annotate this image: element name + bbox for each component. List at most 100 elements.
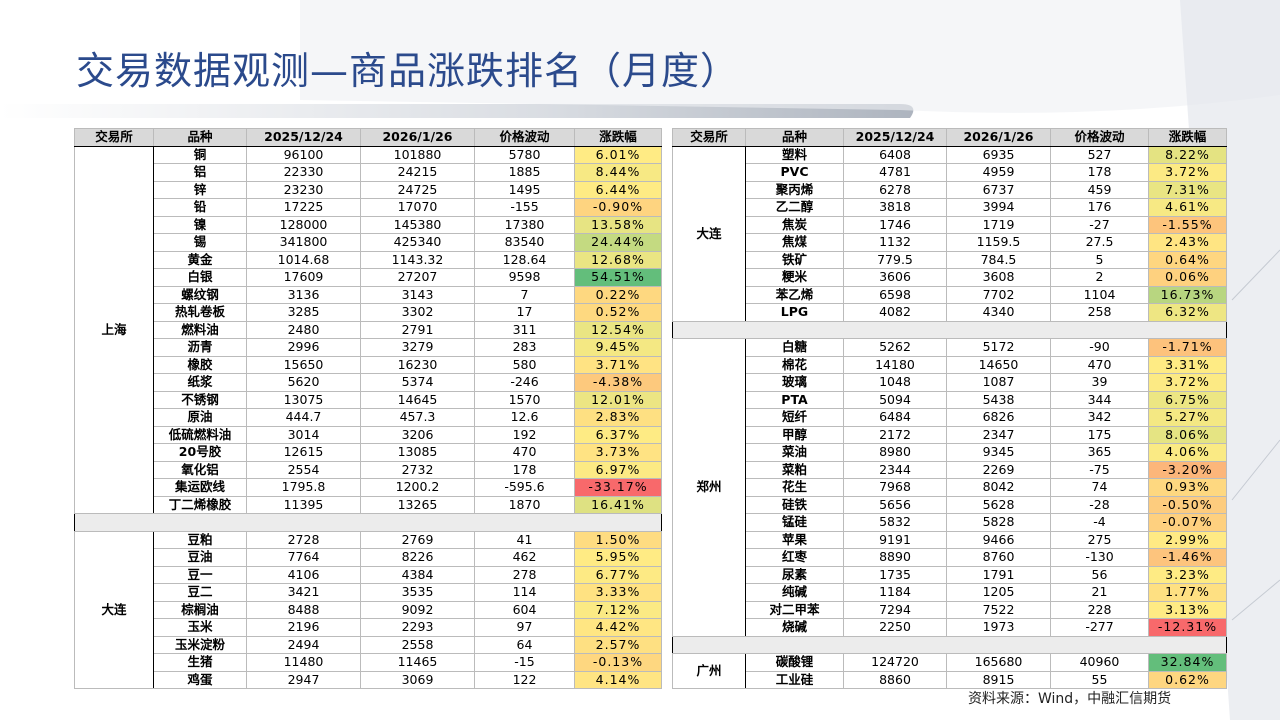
variety: 玻璃 — [745, 373, 844, 392]
data-row: 低硫燃料油 3014 3206 192 6.37% — [75, 425, 662, 444]
cell: 6737 — [946, 180, 1051, 199]
column-header: 品种 — [153, 128, 247, 147]
cell: 3302 — [360, 303, 475, 322]
exchange: 大连 — [672, 145, 746, 322]
data-row: 棉花 14180 14650 470 3.31% — [673, 355, 1227, 374]
cell: 462 — [474, 548, 575, 567]
column-header: 交易所 — [672, 128, 746, 147]
data-row: 郑州 白糖 5262 5172 -90 -1.71% — [672, 338, 1227, 637]
change-pct: -33.17% — [574, 478, 662, 497]
variety: 铅 — [153, 198, 247, 217]
variety: 锰硅 — [745, 513, 844, 532]
cell: 1719 — [946, 215, 1051, 234]
cell: -595.6 — [474, 478, 575, 497]
separator-row — [74, 513, 662, 532]
cell: 2947 — [246, 670, 361, 689]
cell: 101880 — [360, 145, 475, 164]
cell: 1048 — [843, 373, 947, 392]
cell: 9092 — [360, 600, 475, 619]
data-row: 集运欧线 1795.8 1200.2 -595.6 -33.17% — [75, 478, 662, 497]
cell: 6278 — [843, 180, 947, 199]
cell: 2554 — [246, 460, 361, 479]
cell: 11395 — [246, 495, 361, 514]
variety: 集运欧线 — [153, 478, 247, 497]
cell: 176 — [1050, 198, 1149, 217]
cell: 128.64 — [474, 250, 575, 269]
cell: 175 — [1050, 425, 1149, 444]
column-header: 价格波动 — [474, 128, 575, 147]
cell: 779.5 — [843, 250, 947, 269]
cell: 9191 — [843, 530, 947, 549]
data-row: 原油 444.7 457.3 12.6 2.83% — [75, 408, 662, 427]
cell: 2480 — [246, 320, 361, 339]
cell: 6598 — [843, 285, 947, 304]
cell: 13085 — [360, 443, 475, 462]
change-pct: 4.42% — [574, 618, 662, 637]
change-pct: 4.06% — [1148, 443, 1227, 462]
cell: -75 — [1050, 460, 1149, 479]
variety: 氧化铝 — [153, 460, 247, 479]
cell: 27207 — [360, 268, 475, 287]
change-pct: 3.33% — [574, 583, 662, 602]
variety: PVC — [745, 163, 844, 182]
cell: 24215 — [360, 163, 475, 182]
cell: 275 — [1050, 530, 1149, 549]
cell: 39 — [1050, 373, 1149, 392]
variety: 对二甲苯 — [745, 600, 844, 619]
cell: 17225 — [246, 198, 361, 217]
cell: 6484 — [843, 408, 947, 427]
cell: 83540 — [474, 233, 575, 252]
data-row: 广州 碳酸锂 124720 165680 40960 32.84% — [672, 653, 1227, 689]
cell: 9598 — [474, 268, 575, 287]
exchange: 上海 — [74, 145, 154, 514]
variety: 生猪 — [153, 653, 247, 672]
data-row: 苹果 9191 9466 275 2.99% — [673, 530, 1227, 549]
change-pct: 0.64% — [1148, 250, 1227, 269]
cell: 17380 — [474, 215, 575, 234]
cell: 3069 — [360, 670, 475, 689]
cell: -27 — [1050, 215, 1149, 234]
variety: 玉米 — [153, 618, 247, 637]
variety: 红枣 — [745, 548, 844, 567]
variety: 燃料油 — [153, 320, 247, 339]
cell: -246 — [474, 373, 575, 392]
data-row: 工业硅 8860 8915 55 0.62% — [673, 670, 1227, 689]
variety: 乙二醇 — [745, 198, 844, 217]
cell: 24725 — [360, 180, 475, 199]
cell: 1495 — [474, 180, 575, 199]
cell: 228 — [1050, 600, 1149, 619]
data-row: 铅 17225 17070 -155 -0.90% — [75, 198, 662, 217]
cell: 784.5 — [946, 250, 1051, 269]
change-pct: -12.31% — [1148, 618, 1227, 637]
cell: 8042 — [946, 478, 1051, 497]
cell: 6826 — [946, 408, 1051, 427]
change-pct: 24.44% — [574, 233, 662, 252]
separator — [672, 320, 1227, 339]
variety: 20号胶 — [153, 443, 247, 462]
cell: 2269 — [946, 460, 1051, 479]
cell: 8890 — [843, 548, 947, 567]
cell: 2494 — [246, 635, 361, 654]
cell: 2293 — [360, 618, 475, 637]
cell: 114 — [474, 583, 575, 602]
change-pct: 3.23% — [1148, 565, 1227, 584]
variety: 白银 — [153, 268, 247, 287]
change-pct: 6.32% — [1148, 303, 1227, 322]
cell: 74 — [1050, 478, 1149, 497]
cell: 527 — [1050, 145, 1149, 164]
change-pct: 1.77% — [1148, 583, 1227, 602]
change-pct: 8.44% — [574, 163, 662, 182]
cell: 5620 — [246, 373, 361, 392]
variety: 纯碱 — [745, 583, 844, 602]
cell: 5828 — [946, 513, 1051, 532]
data-row: 氧化铝 2554 2732 178 6.97% — [75, 460, 662, 479]
change-pct: 0.62% — [1148, 670, 1227, 689]
cell: 2732 — [360, 460, 475, 479]
variety: 短纤 — [745, 408, 844, 427]
variety: 豆粕 — [153, 530, 247, 549]
change-pct: 2.99% — [1148, 530, 1227, 549]
column-header: 涨跌幅 — [1148, 128, 1227, 147]
variety: 原油 — [153, 408, 247, 427]
data-row: 烧碱 2250 1973 -277 -12.31% — [673, 618, 1227, 637]
variety: 甲醇 — [745, 425, 844, 444]
